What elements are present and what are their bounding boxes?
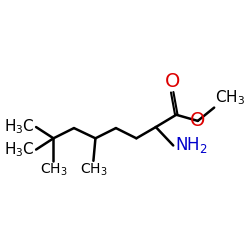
Text: O: O — [164, 72, 180, 90]
Text: CH$_3$: CH$_3$ — [80, 162, 107, 178]
Text: H$_3$C: H$_3$C — [4, 118, 35, 137]
Text: NH$_2$: NH$_2$ — [175, 136, 208, 156]
Text: CH$_3$: CH$_3$ — [40, 162, 67, 178]
Text: H$_3$C: H$_3$C — [4, 140, 35, 159]
Text: O: O — [190, 112, 206, 130]
Text: CH$_3$: CH$_3$ — [215, 88, 245, 106]
